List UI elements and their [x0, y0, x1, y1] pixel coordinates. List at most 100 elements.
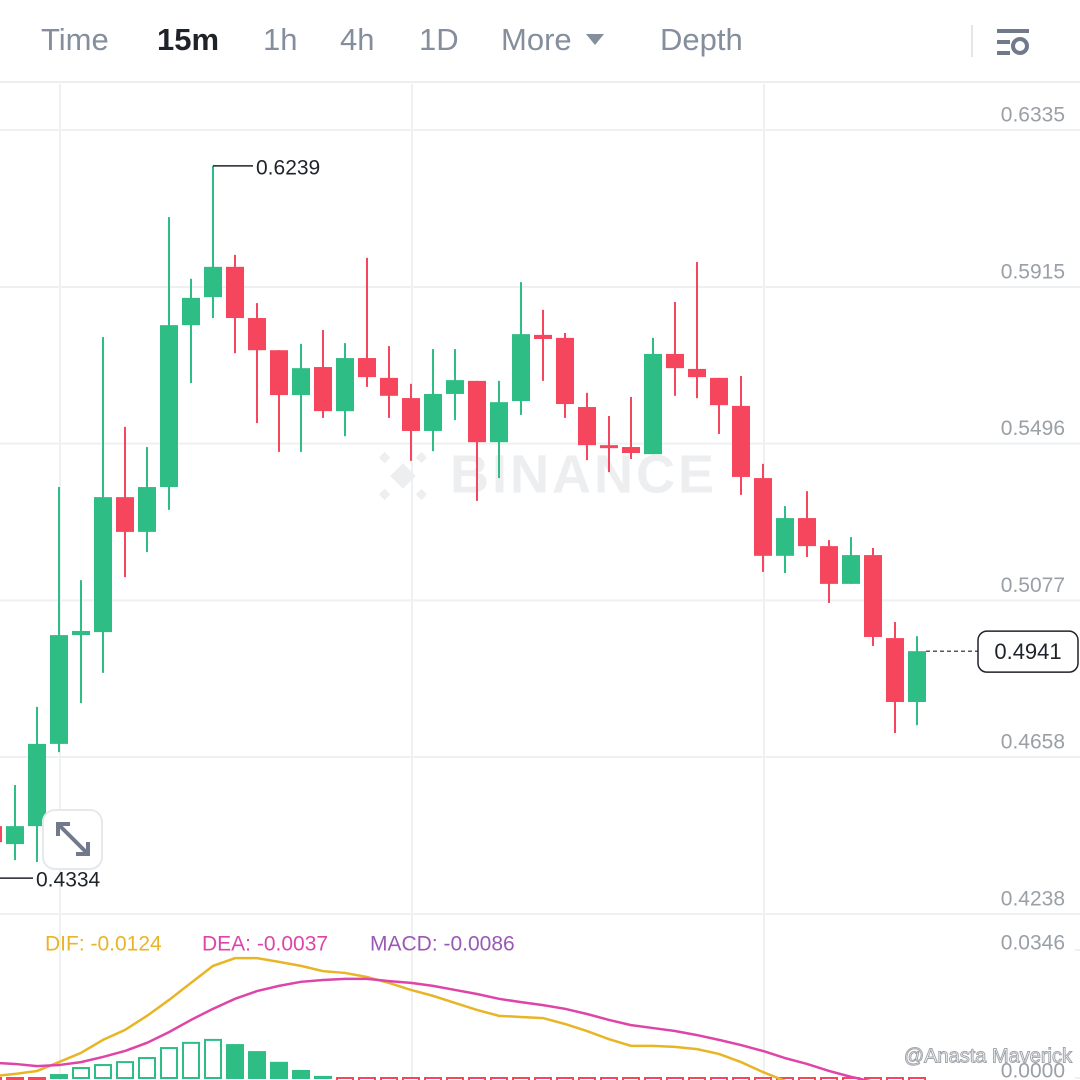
candle-body: [116, 497, 134, 532]
y-tick-label: 0.4658: [1001, 731, 1065, 754]
tab[interactable]: 4h: [340, 22, 374, 57]
macd-chart: [0, 956, 926, 1080]
y2-tick-label: 0.0000: [1001, 1060, 1065, 1080]
user-watermark: @Anasta Maverick: [904, 1045, 1073, 1067]
dropdown-arrow: [586, 34, 604, 45]
candle-body: [248, 318, 266, 351]
high-label: 0.6239: [256, 156, 320, 179]
overlay: @Anasta Maverick 0.6239 0.4334 0.4941 DIF: …: [0, 156, 1079, 1068]
macd-bar: [556, 1077, 574, 1080]
y-tick-label: 0.4238: [1001, 888, 1065, 911]
tab[interactable]: Time: [41, 22, 109, 57]
candle-body: [28, 743, 46, 827]
low-label: 0.4334: [36, 869, 101, 892]
macd-bar: [50, 1074, 68, 1079]
candle-body: [908, 651, 926, 703]
candle-body: [182, 297, 200, 326]
macd-bar: [226, 1044, 244, 1080]
macd-bar: [798, 1077, 816, 1080]
macd-bar: [600, 1077, 618, 1080]
grid: 0.6335 0.5915 0.5496 0.5077 0.4658 0.4238 0.03…: [0, 84, 1080, 1080]
candle-body: [72, 630, 90, 636]
icon-bar: [997, 29, 1029, 33]
macd-bar: [886, 1077, 904, 1080]
last-price-box: [977, 630, 1079, 673]
candle-body: [842, 555, 860, 584]
settings-icon[interactable]: [997, 29, 1029, 55]
macd-bar: [820, 1077, 838, 1080]
candle-body: [666, 353, 684, 369]
tab[interactable]: 1D: [419, 22, 459, 57]
watermark-text: BINANCE: [450, 444, 717, 504]
candle-body: [710, 377, 728, 406]
y-tick-label: 0.5496: [1001, 417, 1065, 440]
header: Time 15m 1h 4h 1D More Depth: [0, 22, 1080, 83]
candle-body: [446, 380, 464, 394]
macd-bar: [688, 1077, 706, 1080]
macd-bar: [864, 1077, 882, 1080]
candle-body: [622, 447, 640, 454]
indicator-legend: DEA: -0.0037: [202, 933, 328, 956]
candle-body: [138, 487, 156, 532]
last-price-label: 0.4941: [994, 639, 1061, 664]
macd-bar: [182, 1041, 200, 1079]
macd-bar: [490, 1077, 508, 1080]
macd-bar: [116, 1061, 134, 1080]
candle-body: [292, 368, 310, 396]
tab[interactable]: 15m: [157, 22, 219, 57]
indicator-legend: MACD: -0.0086: [370, 933, 515, 956]
macd-bar: [666, 1077, 684, 1080]
candle-body: [402, 398, 420, 431]
candle-body: [688, 368, 706, 378]
macd-bar: [72, 1067, 90, 1080]
candle-body: [578, 407, 596, 446]
candle-body: [94, 497, 112, 633]
tab[interactable]: Depth: [660, 22, 743, 57]
macd-bar: [28, 1077, 46, 1080]
icon-gear: [1011, 37, 1029, 55]
candle-body: [424, 393, 442, 431]
y2-tick-label: 0.0346: [1001, 932, 1065, 955]
candle-body: [226, 266, 244, 319]
candle-body: [490, 402, 508, 443]
macd-bar: [578, 1077, 596, 1080]
macd-bar: [534, 1077, 552, 1080]
indicator-line: [0, 977, 872, 1080]
candle-body: [314, 367, 332, 412]
macd-bar: [358, 1077, 376, 1080]
macd-bar: [160, 1047, 178, 1079]
macd-bar: [468, 1077, 486, 1080]
expand-icon: [56, 822, 90, 856]
candle-body: [204, 266, 222, 298]
y-tick-label: 0.5077: [1001, 574, 1065, 597]
macd-bar: [94, 1064, 112, 1079]
candle-body: [358, 358, 376, 378]
macd-bar: [204, 1038, 222, 1080]
candle-body: [600, 445, 618, 449]
candle-body: [0, 826, 2, 843]
candle-body: [336, 358, 354, 412]
y-tick-label: 0.6335: [1001, 104, 1065, 127]
macd-bar: [138, 1057, 156, 1079]
candle-body: [556, 337, 574, 405]
candle-body: [270, 350, 288, 396]
macd-bar: [270, 1061, 288, 1080]
macd-bar: [380, 1077, 398, 1080]
candle-body: [644, 353, 662, 455]
candle-body: [886, 638, 904, 703]
icon-bar: [997, 51, 1010, 55]
macd-bar: [644, 1077, 662, 1080]
macd-bar: [622, 1077, 640, 1080]
macd-bar: [336, 1077, 354, 1080]
macd-bar: [6, 1077, 24, 1080]
candle-body: [798, 518, 816, 547]
tab[interactable]: More: [501, 22, 572, 57]
macd-bar: [424, 1077, 442, 1080]
candle-body: [732, 405, 750, 477]
macd-bar: [402, 1077, 420, 1080]
candle-body: [50, 635, 68, 744]
macd-bar: [446, 1077, 464, 1080]
tab[interactable]: 1h: [263, 22, 297, 57]
candle-body: [776, 518, 794, 556]
